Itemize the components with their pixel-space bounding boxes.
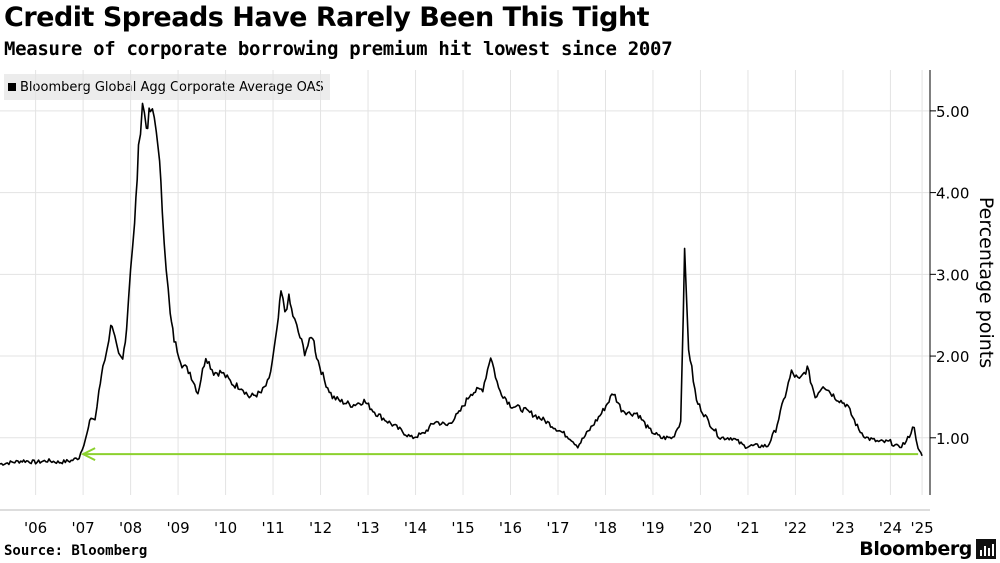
x-tick-label: '06 [24,519,47,537]
x-tick-label: '21 [736,519,759,537]
bloomberg-logo-icon [976,539,996,559]
legend: Bloomberg Global Agg Corporate Average O… [4,74,330,100]
x-tick-label: '25 [910,519,933,537]
legend-swatch [8,83,16,91]
x-tick-label: '22 [784,519,807,537]
reference-arrowhead [80,447,96,462]
y-tick-label: 1.00 [936,430,969,448]
x-tick-label: '15 [451,519,474,537]
x-tick-label: '17 [546,519,569,537]
x-tick-label: '19 [641,519,664,537]
x-tick-label: '11 [261,519,284,537]
legend-label: Bloomberg Global Agg Corporate Average O… [20,79,324,95]
source-note: Source: Bloomberg [4,543,148,559]
y-tick-label: 4.00 [936,185,969,203]
x-tick-label: '10 [214,519,237,537]
series-line-oas [0,102,923,466]
x-tick-label: '08 [119,519,142,537]
y-axis: 1.00 2.00 3.00 4.00 5.00 Percentage points [929,70,997,495]
chart-subtitle: Measure of corporate borrowing premium h… [4,38,673,60]
y-tick-label: 3.00 [936,266,969,284]
x-tick-label: '20 [689,519,712,537]
x-tick-label: '18 [594,519,617,537]
x-tick-label: '13 [356,519,379,537]
y-tick-label: 5.00 [936,103,969,121]
plot-area [0,102,923,466]
chart-title: Credit Spreads Have Rarely Been This Tig… [4,2,650,33]
x-tick-label: '23 [831,519,854,537]
x-tick-label: '07 [71,519,94,537]
x-tick-label: '16 [499,519,522,537]
x-axis: '06 '07 '08 '09 '10 '11 '12 '13 '14 '15 '16 '17 '18 '… [0,509,934,537]
y-axis-label: Percentage points [975,197,997,368]
x-tick-label: '14 [404,519,427,537]
x-tick-label: '12 [309,519,332,537]
grid [0,70,930,495]
y-tick-label: 2.00 [936,348,969,366]
brand-wordmark: Bloomberg [859,538,972,560]
x-tick-label: '24 [879,519,902,537]
x-tick-label: '09 [166,519,189,537]
